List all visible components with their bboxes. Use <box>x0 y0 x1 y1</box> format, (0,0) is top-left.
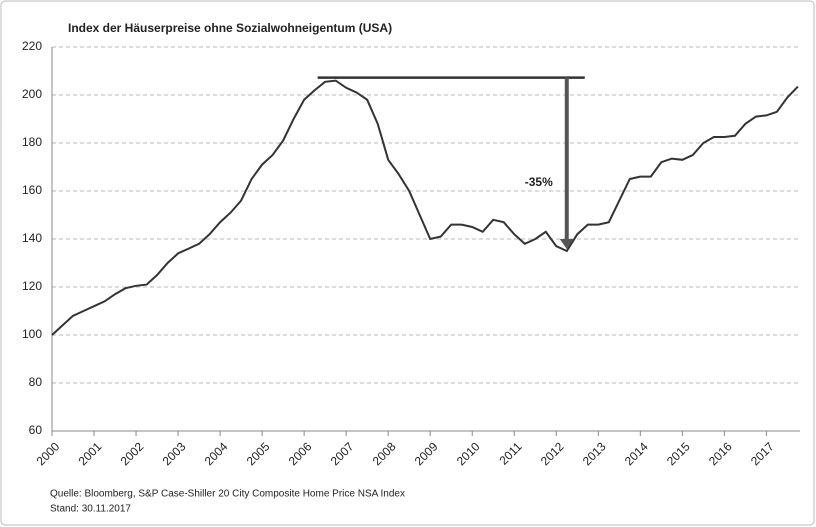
y-tick-label: 100 <box>22 327 42 341</box>
arrow-head <box>559 239 574 249</box>
y-tick-label: 140 <box>22 231 42 245</box>
source: Quelle: Bloomberg, S&P Case-Shiller 20 C… <box>50 489 405 500</box>
y-tick-label: 120 <box>22 279 42 293</box>
annotation: -35% <box>525 175 553 189</box>
y-tick-label: 220 <box>22 39 42 53</box>
source: Stand: 30.11.2017 <box>50 504 131 515</box>
chart-title: Index der Häuserpreise ohne Sozialwohnei… <box>68 21 392 35</box>
line <box>51 79 799 336</box>
y-tick-label: 60 <box>29 423 43 437</box>
y-tick-label: 200 <box>22 87 42 101</box>
y-tick-label: 180 <box>22 135 42 149</box>
y-tick-label: 160 <box>22 183 42 197</box>
y-tick-label: 80 <box>29 375 43 389</box>
